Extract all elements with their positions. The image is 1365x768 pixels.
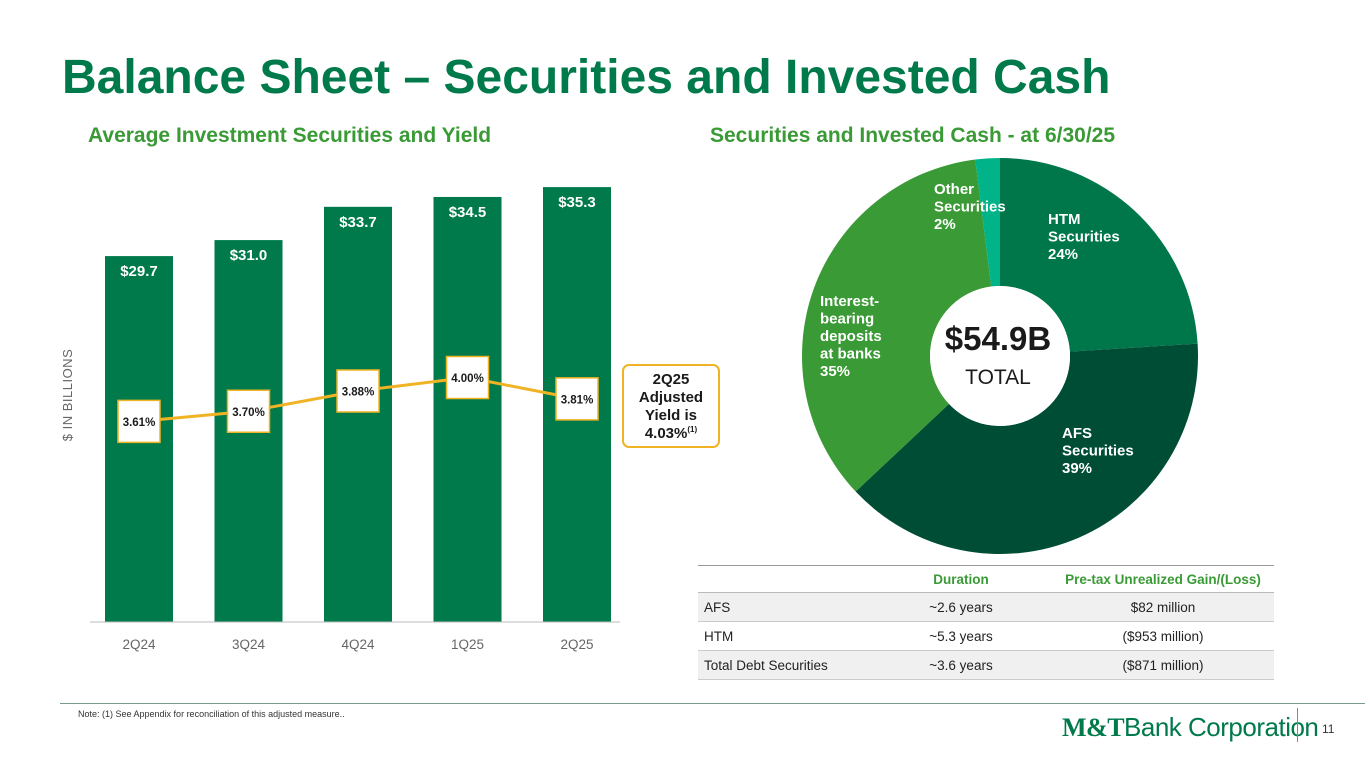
slice-percent: 24%: [1048, 246, 1078, 263]
footnote: Note: (1) See Appendix for reconciliatio…: [78, 709, 345, 719]
callout-line-3: Yield is: [645, 407, 697, 424]
table-header-gain: Pre-tax Unrealized Gain/(Loss): [1052, 565, 1274, 593]
x-tick-label: 4Q24: [341, 637, 375, 652]
page-title: Balance Sheet – Securities and Invested …: [62, 51, 1111, 104]
bar: [433, 196, 502, 622]
row-label: HTM: [698, 621, 870, 651]
table-row: AFS ~2.6 years $82 million: [698, 592, 1274, 622]
slice-percent: 2%: [934, 216, 956, 233]
donut-hole: [930, 286, 1070, 426]
yield-marker: [555, 377, 599, 421]
donut-slice: [975, 158, 1000, 287]
table-header-duration: Duration: [870, 565, 1052, 593]
callout-value-line: 4.03%(1): [624, 425, 718, 443]
bar: [324, 206, 392, 623]
row-gain: ($953 million): [1052, 621, 1274, 651]
investment-securities-bar-chart: $ IN BILLIONS $29.7 2Q24 $31.0 3Q24 $33.7 4Q24…: [60, 187, 620, 652]
page-number: 11: [1322, 722, 1335, 736]
yield-marker: [445, 355, 490, 400]
donut-total-label: TOTAL: [965, 366, 1031, 389]
slice-label-line: at banks: [820, 346, 881, 363]
slice-label-line: AFS: [1062, 425, 1092, 442]
bar-value-label: $34.5: [449, 204, 487, 221]
bar-chart-title: Average Investment Securities and Yield: [88, 124, 492, 147]
adjusted-yield-callout: 2Q25 Adjusted Yield is 4.03%(1): [622, 364, 720, 448]
bar-value-label: $31.0: [230, 247, 268, 264]
securities-donut-chart: HTM Securities 24%AFS Securities 39%Interest…: [802, 158, 1198, 554]
logo-text: Bank Corporation: [1124, 712, 1319, 742]
x-tick-label: 2Q25: [560, 637, 593, 652]
callout-value: 4.03%: [644, 425, 688, 442]
slice-label: AFS Securities 39%: [1062, 425, 1134, 477]
footer-divider: [60, 703, 1365, 704]
slice-label-line: Interest-: [820, 293, 879, 310]
company-logo: M&TBank Corporation: [1062, 712, 1319, 743]
callout-line-1: 2Q25: [652, 371, 690, 388]
x-tick-label: 1Q25: [451, 637, 484, 652]
row-duration: ~5.3 years: [870, 621, 1052, 651]
yield-label: 3.70%: [232, 407, 265, 419]
slice-label-line: HTM: [1048, 211, 1081, 228]
table-header-row: Duration Pre-tax Unrealized Gain/(Loss): [698, 565, 1274, 593]
x-tick-label: 3Q24: [232, 637, 266, 652]
slice-label: Other Securities 2%: [934, 181, 1006, 233]
bar-value-label: $33.7: [339, 214, 377, 231]
slice-label-line: deposits: [820, 328, 882, 345]
slice-label: Interest-bearing deposits at banks 35%: [820, 293, 882, 380]
slice-label-line: Securities: [1062, 443, 1134, 460]
yield-label: 3.88%: [342, 387, 375, 399]
slice-label-line: Other: [934, 181, 974, 198]
slice-percent: 39%: [1062, 460, 1092, 477]
duration-table: Duration Pre-tax Unrealized Gain/(Loss) …: [698, 565, 1274, 680]
slice-label-line: Securities: [1048, 229, 1120, 246]
donut-chart-title: Securities and Invested Cash - at 6/30/2…: [710, 124, 1116, 147]
y-axis-label: $ IN BILLIONS: [60, 349, 75, 441]
bar-value-label: $35.3: [558, 194, 596, 211]
donut-slice: [855, 343, 1198, 554]
slice-label-line: bearing: [820, 311, 874, 328]
slice-label-line: Securities: [934, 199, 1006, 216]
yield-label: 3.61%: [123, 417, 156, 429]
row-duration: ~3.6 years: [870, 650, 1052, 680]
yield-marker: [336, 369, 380, 413]
logo-divider: [1297, 708, 1298, 742]
row-duration: ~2.6 years: [870, 592, 1052, 622]
donut-slice: [802, 159, 992, 492]
donut-slice: [1000, 158, 1198, 352]
slice-percent: 35%: [820, 363, 850, 380]
row-gain: $82 million: [1052, 592, 1274, 622]
callout-footnote: (1): [687, 425, 698, 434]
donut-total-value: $54.9B: [945, 320, 1051, 357]
bar-value-label: $29.7: [120, 263, 158, 280]
yield-label: 4.00%: [451, 373, 484, 385]
x-tick-label: 2Q24: [122, 637, 156, 652]
callout-line-2: Adjusted: [638, 389, 704, 406]
table-header-blank: [698, 565, 870, 593]
row-label: Total Debt Securities: [698, 650, 870, 680]
logo-mark: M&T: [1062, 713, 1125, 742]
table-row: HTM ~5.3 years ($953 million): [698, 621, 1274, 651]
table-row: Total Debt Securities ~3.6 years ($871 m…: [698, 650, 1274, 680]
yield-label: 3.81%: [561, 394, 594, 406]
slice-label: HTM Securities 24%: [1048, 211, 1120, 263]
row-label: AFS: [698, 592, 870, 622]
row-gain: ($871 million): [1052, 650, 1274, 680]
yield-marker: [226, 389, 271, 433]
yield-marker: [117, 399, 161, 444]
